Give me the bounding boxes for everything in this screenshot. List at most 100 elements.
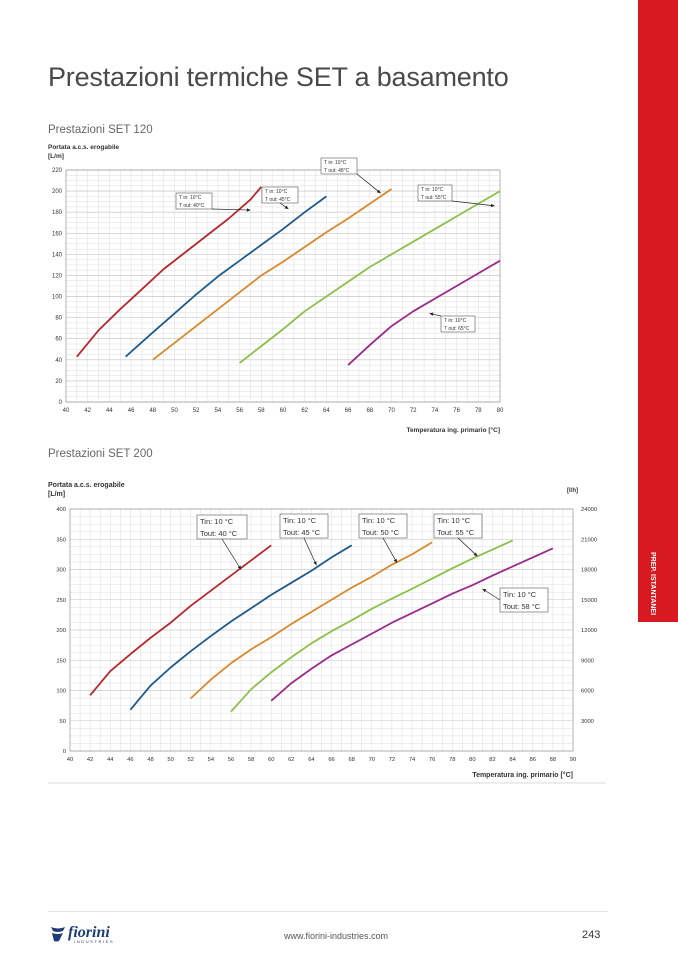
x-tick-label: 88 [550, 757, 556, 763]
x-tick-label: 54 [215, 408, 222, 414]
annotation-arrowhead [473, 552, 478, 557]
annotation-1: Tin: 10 °C Tout: 40 °C [196, 514, 248, 570]
footer-url-link[interactable]: www.fiorini-industries.com [284, 931, 389, 941]
y-tick-label: 100 [52, 295, 63, 301]
y-tick-label: 140 [52, 252, 63, 258]
x-tick-label: 46 [127, 757, 133, 763]
annotation-box [358, 513, 408, 539]
y2-tick-label: 6000 [581, 689, 594, 695]
y-axis-unit: [L/m] [48, 491, 65, 498]
y-tick-label: 60 [55, 337, 62, 343]
series-line-5 [347, 259, 501, 366]
annotation-text: T in: 10°C [324, 160, 347, 166]
y2-tick-label: 3000 [581, 719, 594, 725]
x-tick-label: 46 [128, 408, 135, 414]
y-tick-label: 220 [52, 168, 63, 174]
annotation-arrowhead [237, 565, 242, 570]
annotation-5: T in: 10°C T out: 65°C [429, 312, 476, 333]
annotation-box [175, 192, 213, 210]
y2-tick-label: 18000 [581, 568, 597, 574]
section-tab-label-wrap: PREP. ISTANTANEI [640, 552, 658, 615]
x-tick-label: 58 [248, 757, 254, 763]
series-line-1 [89, 544, 272, 696]
y-tick-label: 80 [55, 316, 62, 322]
annotation-box [417, 184, 453, 202]
series-line-5 [270, 547, 554, 702]
annotation-5: Tin: 10 °C Tout: 58 °C [482, 587, 549, 613]
annotation-4: Tin: 10 °C Tout: 55 °C [433, 513, 483, 557]
annotation-arrowhead [490, 203, 495, 208]
x-tick-label: 66 [328, 757, 334, 763]
annotation-arrow [451, 200, 495, 207]
chart-1-title: Prestazioni SET 120 [48, 124, 153, 136]
x-tick-label: 60 [268, 757, 274, 763]
annotation-1: T in: 10°C T out: 40°C [175, 192, 251, 212]
x-tick-label: 70 [369, 757, 375, 763]
annotation-box [499, 587, 549, 613]
annotation-text: T in: 10°C [421, 187, 444, 193]
annotation-arrow [382, 537, 398, 564]
x-tick-label: 48 [147, 757, 153, 763]
plot-frame [65, 169, 501, 403]
annotation-box [196, 514, 248, 540]
x-tick-label: 42 [84, 408, 91, 414]
x-tick-label: 56 [236, 408, 243, 414]
chart-set-120: 40 42 44 46 48 50 52 54 56 58 60 62 64 66 68 70 72 74 76 78… [48, 144, 504, 434]
annotation-box [433, 513, 483, 539]
page-number: 243 [582, 929, 601, 941]
annotation-text: T out: 55°C [421, 195, 447, 201]
x-tick-label: 44 [106, 408, 113, 414]
annotation-arrowhead [284, 205, 289, 210]
y2-axis-label: [l/h] [567, 488, 578, 494]
y2-tick-label: 24000 [581, 507, 597, 513]
grid [69, 508, 574, 752]
x-tick-label: 66 [345, 408, 352, 414]
chart-2-title: Prestazioni SET 200 [48, 448, 153, 460]
annotation-box [440, 315, 476, 333]
logo-subtext: INDUSTRIES [74, 939, 115, 944]
x-tick-label: 64 [308, 757, 315, 763]
x-axis-label: Temperatura ing. primario [°C] [472, 771, 573, 779]
brand-logo: fiorini INDUSTRIES [48, 924, 138, 946]
annotation-text: Tout: 45 °C [283, 528, 321, 537]
y-tick-label: 160 [52, 231, 63, 237]
annotation-arrowhead [482, 588, 487, 593]
annotation-arrowhead [313, 561, 317, 566]
y-tick-label: 0 [63, 749, 66, 755]
annotation-4: T in: 10°C T out: 55°C [417, 184, 495, 208]
x-tick-label: 54 [208, 757, 215, 763]
series-line-4 [239, 190, 501, 364]
x-tick-label: 44 [107, 757, 114, 763]
x-tick-label: 76 [429, 757, 435, 763]
x-tick-label: 56 [228, 757, 234, 763]
y-tick-label: 350 [56, 537, 66, 543]
x-tick-label: 80 [469, 757, 475, 763]
x-tick-label: 58 [258, 408, 265, 414]
x-tick-label: 40 [67, 757, 73, 763]
chart-set-200: 40 42 44 46 48 50 52 54 56 58 60 62 64 66 68 70 72 74 76 78… [48, 482, 606, 784]
footer-divider [48, 911, 608, 912]
x-tick-label: 52 [193, 408, 200, 414]
x-axis-label: Temperatura ing. primario [°C] [407, 426, 501, 434]
series-line-2 [125, 195, 327, 358]
annotation-box [279, 513, 329, 539]
annotation-text: Tout: 58 °C [503, 602, 541, 611]
annotation-text: T in: 10°C [444, 318, 467, 324]
annotation-3: Tin: 10 °C Tout: 50 °C [358, 513, 408, 564]
annotation-arrow [457, 537, 478, 557]
y-tick-label: 0 [59, 400, 63, 406]
section-tab[interactable]: PREP. ISTANTANEI [638, 0, 678, 622]
annotation-text: Tin: 10 °C [362, 516, 396, 525]
logo-text: fiorini [68, 924, 110, 941]
annotation-text: Tout: 55 °C [437, 528, 475, 537]
x-tick-label: 62 [301, 408, 308, 414]
x-tick-label: 72 [389, 757, 395, 763]
annotation-2: T in: 10°C T out: 45°C [261, 186, 299, 210]
y-tick-label: 200 [56, 628, 66, 634]
x-tick-label: 40 [63, 408, 70, 414]
x-tick-label: 52 [187, 757, 193, 763]
series-line-2 [129, 544, 353, 711]
x-tick-label: 78 [449, 757, 455, 763]
x-tick-label: 62 [288, 757, 294, 763]
x-tick-label: 70 [388, 408, 395, 414]
